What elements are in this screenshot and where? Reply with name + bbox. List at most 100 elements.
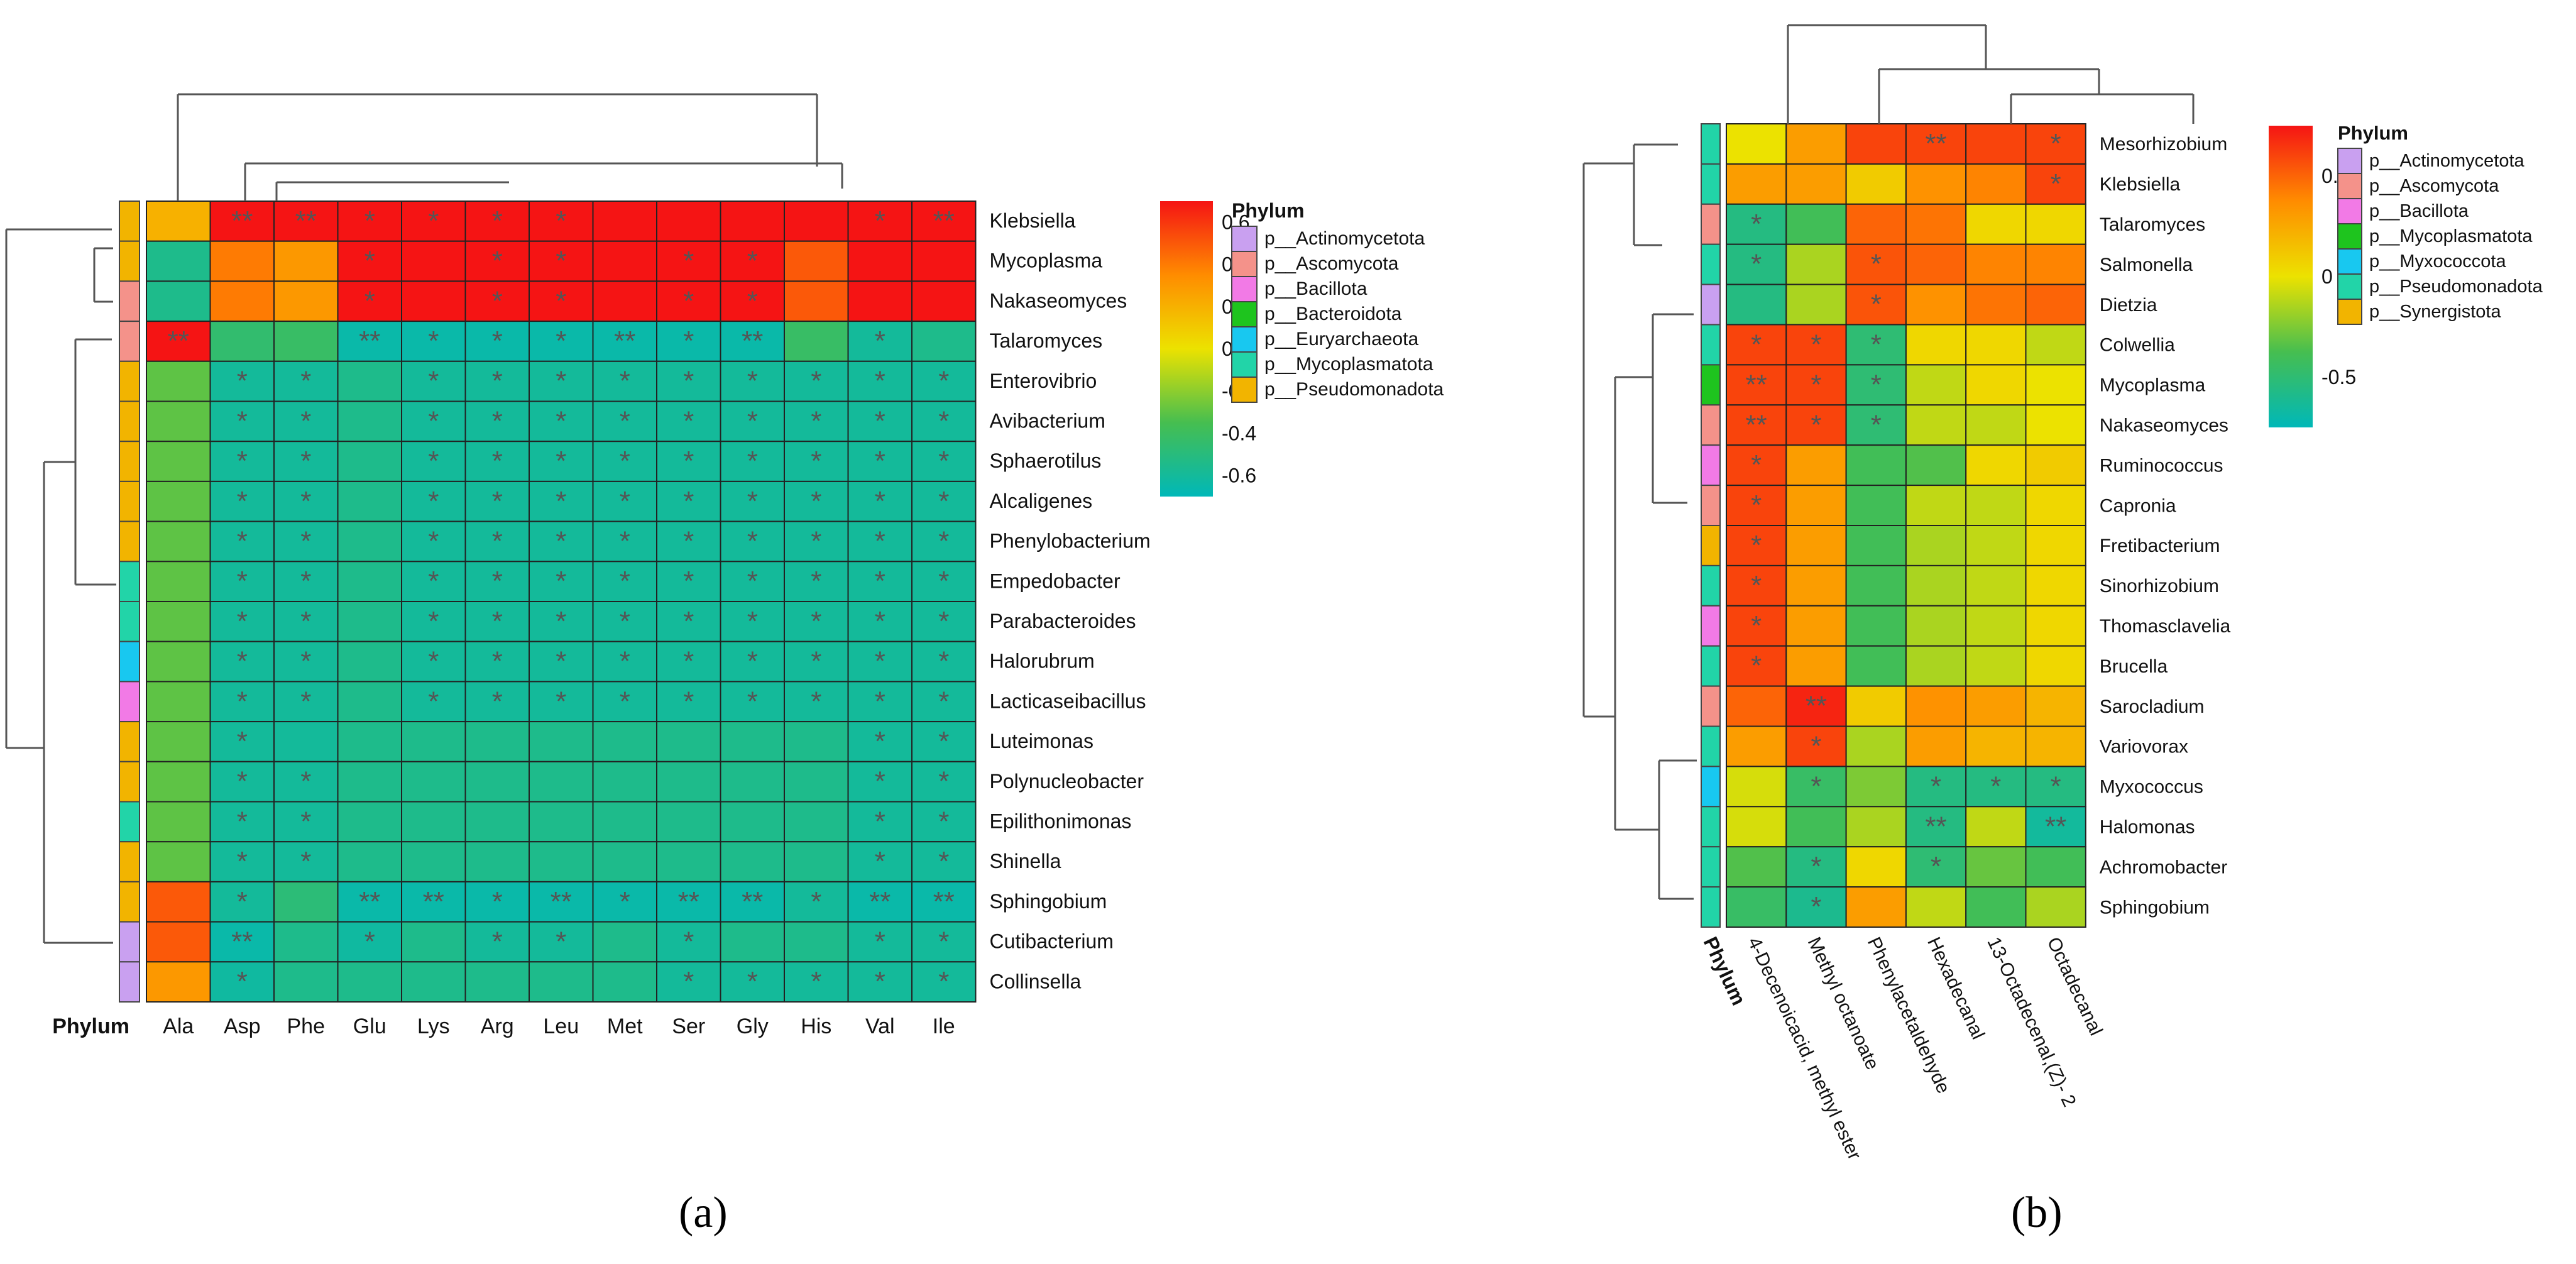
significance-mark: * — [875, 326, 885, 356]
heatmap-cell — [1726, 846, 1787, 888]
heatmap-cell — [146, 761, 211, 803]
phylum-annotation-cell — [119, 321, 140, 362]
significance-mark: * — [875, 446, 885, 476]
heatmap-cell — [656, 881, 721, 923]
heatmap-cell — [720, 520, 785, 563]
heatmap-cell — [401, 240, 466, 282]
colorbar-tick-label: -0.4 — [1222, 422, 1256, 444]
heatmap-cell — [784, 841, 849, 882]
heatmap-cell — [592, 561, 657, 602]
row-label: Capronia — [2100, 495, 2176, 516]
heatmap-cell — [1845, 846, 1907, 888]
heatmap-cell — [146, 961, 211, 1003]
significance-mark: * — [1811, 329, 1821, 360]
row-label: Talaromyces — [990, 329, 1103, 352]
significance-mark: * — [556, 405, 566, 436]
heatmap-cell — [911, 721, 977, 762]
heatmap-cell — [464, 640, 530, 683]
heatmap-cell — [911, 601, 977, 642]
significance-mark: * — [556, 926, 566, 957]
heatmap-cell — [847, 441, 913, 482]
heatmap-cell — [1726, 203, 1787, 245]
heatmap-cell — [2025, 163, 2086, 205]
column-label: Met — [607, 1014, 643, 1038]
significance-mark: * — [747, 486, 758, 517]
row-label: Colwellia — [2100, 335, 2175, 356]
heatmap-cell — [464, 801, 530, 843]
legend-entry-label: p__Actinomycetota — [2369, 151, 2525, 171]
legend-title: Phylum — [1232, 199, 1305, 222]
heatmap-cell — [337, 721, 402, 762]
significance-mark: * — [683, 646, 694, 677]
row-label: Myxococcus — [2100, 777, 2203, 798]
significance-mark: * — [492, 486, 503, 517]
heatmap-cell — [911, 841, 977, 882]
column-label: Phe — [287, 1014, 326, 1038]
column-label: Ala — [163, 1014, 194, 1038]
significance-mark: * — [620, 446, 630, 476]
significance-mark: * — [300, 525, 311, 556]
column-label: Gly — [737, 1014, 769, 1038]
phylum-annotation-cell — [1701, 404, 1721, 446]
significance-mark: * — [747, 646, 758, 677]
column-dendrogram — [1787, 24, 2195, 124]
heatmap-cell — [592, 841, 657, 882]
significance-mark: * — [1931, 771, 1941, 801]
row-label: Brucella — [2100, 656, 2168, 677]
row-label: Cutibacterium — [990, 930, 1114, 953]
significance-mark: * — [875, 766, 885, 797]
significance-mark: ** — [869, 886, 891, 917]
significance-mark: * — [938, 806, 949, 837]
heatmap-cell — [1905, 404, 1967, 446]
row-label: Talaromyces — [2100, 214, 2205, 235]
heatmap-cell — [401, 520, 466, 563]
heatmap-cell — [2025, 364, 2086, 406]
heatmap-cell — [911, 961, 977, 1003]
significance-mark: * — [875, 686, 885, 717]
significance-mark: * — [620, 486, 630, 517]
legend-swatch — [2337, 299, 2362, 325]
heatmap-cell — [911, 520, 977, 563]
heatmap-cell — [847, 881, 913, 923]
heatmap-cell — [911, 681, 977, 723]
heatmap-cell — [1965, 203, 2027, 245]
significance-mark: * — [428, 486, 439, 517]
phylum-annotation-cell — [119, 441, 140, 482]
significance-mark: * — [428, 686, 439, 717]
heatmap-cell — [337, 360, 402, 402]
row-label: Sarocladium — [2100, 696, 2205, 717]
colorbar-b — [2269, 126, 2313, 427]
heatmap-cell — [1726, 324, 1787, 366]
heatmap-cell — [146, 561, 211, 602]
phylum-annotation-cell — [119, 201, 140, 242]
significance-mark: * — [1751, 209, 1762, 239]
heatmap-cell — [1726, 725, 1787, 767]
significance-mark: ** — [295, 206, 317, 236]
phylum-annotation-cell — [119, 841, 140, 882]
heatmap-cell — [1785, 123, 1847, 165]
significance-mark: * — [938, 766, 949, 797]
heatmap-cell — [209, 801, 275, 843]
heatmap-cell — [592, 921, 657, 963]
significance-mark: * — [428, 366, 439, 397]
heatmap-cell — [1845, 564, 1907, 607]
row-label: Variovorax — [2100, 737, 2188, 757]
heatmap-cell — [592, 640, 657, 683]
heatmap-cell — [529, 441, 594, 482]
column-label: Val — [865, 1014, 895, 1038]
heatmap-cell — [720, 681, 785, 723]
heatmap-cell — [209, 681, 275, 723]
heatmap-cell — [720, 881, 785, 923]
heatmap-cell — [1905, 685, 1967, 727]
significance-mark: * — [300, 486, 311, 517]
heatmap-cell — [1845, 525, 1907, 566]
significance-mark: * — [492, 285, 503, 316]
significance-mark: * — [364, 206, 375, 236]
heatmap-cell — [209, 360, 275, 402]
heatmap-cell — [1726, 243, 1787, 285]
heatmap-cell — [656, 480, 721, 522]
heatmap-cell — [146, 441, 211, 482]
row-label: Achromobacter — [2100, 857, 2227, 877]
significance-mark: * — [556, 326, 566, 356]
heatmap-cell — [1965, 243, 2027, 285]
